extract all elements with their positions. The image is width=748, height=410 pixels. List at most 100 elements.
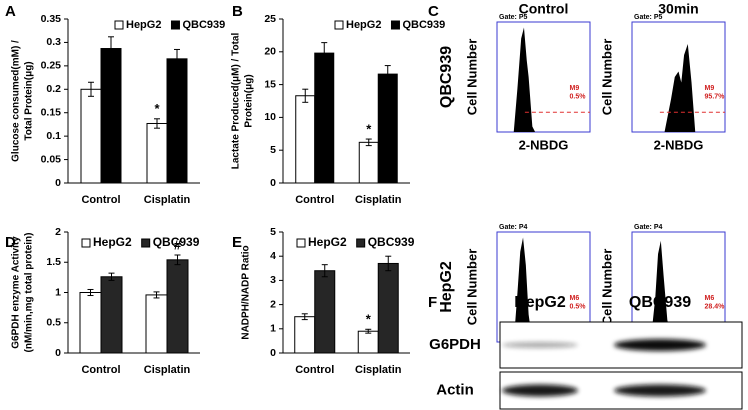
histogram: [664, 44, 696, 132]
bar: [166, 259, 189, 354]
gate-label: Gate: P4: [634, 224, 663, 231]
bar: [314, 270, 336, 354]
x-tick-label: Control: [81, 194, 120, 206]
panel-label: B: [232, 3, 243, 20]
bar: [294, 316, 316, 354]
marker-percent: 0.5%: [570, 304, 587, 311]
y-axis-label: Cell Number: [464, 249, 479, 326]
panel-label: C: [428, 3, 439, 20]
legend-label: QBC939: [368, 235, 415, 249]
y-tick-label: 0: [55, 347, 61, 359]
protein-label: G6PDH: [429, 336, 481, 353]
histogram: [513, 237, 533, 342]
y-tick-label: 20: [264, 46, 276, 58]
panel-label: E: [232, 234, 242, 251]
bar: [377, 262, 399, 354]
panel-label: D: [5, 234, 16, 251]
column-header: 30min: [658, 1, 698, 17]
y-axis-label: Cell Number: [599, 249, 614, 326]
y-axis-label: Cell Number: [464, 39, 479, 116]
y-axis-label: G6PDH enzyme Activity: [11, 236, 22, 349]
gate-label: Gate: P5: [499, 14, 528, 21]
panel-label: A: [5, 3, 16, 20]
y-axis-label: NADPH/NADP Ratio: [241, 245, 252, 339]
marker-percent: 95.7%: [705, 94, 726, 101]
y-axis-label: Lactate Produced(μM) / Total: [231, 33, 242, 170]
y-tick-label: 5: [270, 226, 276, 238]
y-axis-label: Cell Number: [599, 39, 614, 116]
x-axis-label: 2-NBDG: [654, 137, 704, 152]
y-tick-label: 1: [270, 323, 276, 335]
y-tick-label: 25: [264, 13, 276, 25]
legend-label: HepG2: [346, 19, 381, 31]
y-tick-label: 0.3: [46, 36, 61, 48]
x-tick-label: Cisplatin: [355, 364, 402, 376]
y-tick-label: 0: [270, 177, 276, 189]
bar: [146, 122, 168, 184]
legend-label: HepG2: [126, 19, 161, 31]
legend-label: QBC939: [153, 235, 200, 249]
lane-label: QBC939: [629, 294, 691, 311]
bar: [79, 292, 102, 354]
y-tick-label: 0.2: [46, 83, 61, 95]
y-tick-label: 0.1: [46, 130, 61, 142]
panel-label: F: [428, 294, 437, 311]
y-axis-label: (nM/min,mg total protein): [24, 233, 35, 353]
blot-band: [502, 342, 578, 348]
significance-mark: *: [366, 121, 372, 136]
y-tick-label: 0.05: [41, 153, 62, 165]
bar: [145, 294, 168, 354]
y-tick-label: 0.25: [41, 60, 62, 72]
plot-frame: [496, 21, 591, 133]
y-tick-label: 0.35: [41, 13, 62, 25]
bar: [166, 58, 188, 184]
gate-label: Gate: P5: [634, 14, 663, 21]
bar: [357, 330, 379, 354]
y-axis-label: Protein(μg): [244, 74, 255, 127]
x-tick-label: Cisplatin: [355, 194, 402, 206]
bar: [377, 73, 398, 184]
histogram: [650, 240, 676, 342]
marker-percent: 0.5%: [570, 94, 587, 101]
y-tick-label: 0: [270, 347, 276, 359]
y-tick-label: 5: [270, 144, 276, 156]
x-tick-label: Cisplatin: [144, 364, 191, 376]
blot-band: [502, 384, 578, 397]
legend-swatch: [141, 238, 151, 248]
bar: [358, 141, 379, 184]
blot-band: [614, 339, 706, 351]
row-label: QBC939: [438, 46, 455, 108]
legend-swatch: [114, 20, 124, 30]
x-tick-label: Cisplatin: [144, 194, 191, 206]
marker-name: M6: [705, 295, 715, 302]
significance-mark: #: [174, 237, 182, 252]
lane-label: HepG2: [514, 294, 566, 311]
significance-mark: *: [154, 101, 160, 116]
legend-label: QBC939: [182, 19, 225, 31]
y-axis-label: Total Protein(μg): [24, 61, 35, 140]
marker-percent: 28.4%: [705, 304, 726, 311]
y-tick-label: 2: [55, 226, 61, 238]
legend-swatch: [170, 20, 180, 30]
legend-swatch: [296, 238, 306, 248]
x-tick-label: Control: [295, 194, 334, 206]
legend-swatch: [356, 238, 366, 248]
histogram: [513, 27, 536, 132]
y-tick-label: 3: [270, 274, 276, 286]
y-tick-label: 1: [55, 286, 61, 298]
legend-swatch: [390, 20, 400, 30]
y-tick-label: 0.15: [41, 106, 62, 118]
gate-label: Gate: P4: [499, 224, 528, 231]
blot-band: [614, 384, 706, 397]
marker-name: M6: [570, 295, 580, 302]
y-tick-label: 15: [264, 78, 276, 90]
legend-swatch: [81, 238, 91, 248]
protein-label: Actin: [436, 381, 474, 398]
x-tick-label: Control: [295, 364, 334, 376]
x-axis-label: 2-NBDG: [519, 137, 569, 152]
bar: [314, 52, 335, 184]
y-tick-label: 2: [270, 298, 276, 310]
y-tick-label: 1.5: [46, 256, 61, 268]
legend-label: HepG2: [308, 235, 347, 249]
